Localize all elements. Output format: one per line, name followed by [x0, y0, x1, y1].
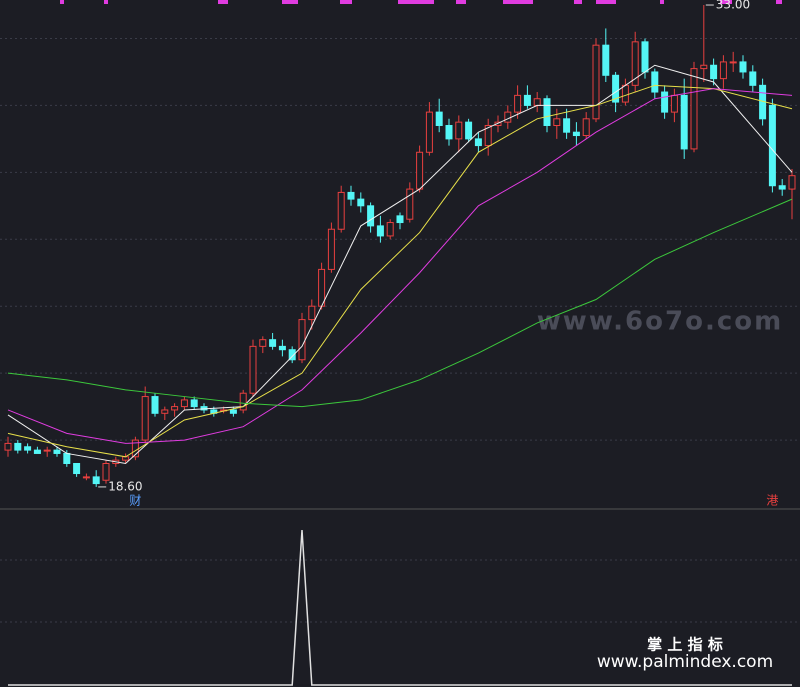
- candle-body: [719, 61, 727, 80]
- candle-body: [24, 446, 32, 451]
- ma-line: [7, 64, 793, 465]
- candle-body: [523, 94, 531, 106]
- candle-body: [357, 198, 365, 207]
- candle-body: [396, 215, 404, 224]
- candle-body: [739, 61, 747, 73]
- candle-body: [690, 68, 698, 150]
- candle-body: [533, 98, 541, 106]
- candle-body: [710, 64, 718, 80]
- candle-body: [641, 41, 649, 73]
- candle-body: [171, 406, 179, 411]
- candle-body: [768, 104, 776, 187]
- signal-marks: [60, 0, 782, 4]
- candle-body: [416, 151, 424, 190]
- candle-body: [445, 124, 453, 140]
- candle-body: [239, 392, 247, 411]
- candle-body: [386, 222, 394, 237]
- candle-body: [631, 41, 639, 86]
- candle-body: [553, 118, 561, 126]
- candle-body: [612, 74, 620, 103]
- annotation: 18.60: [108, 479, 142, 493]
- candle-body: [141, 396, 149, 441]
- ma-line: [7, 88, 793, 444]
- candle-body: [504, 111, 512, 123]
- candle-body: [288, 349, 296, 361]
- candle-body: [278, 345, 286, 351]
- annotation: 33.00: [716, 0, 750, 12]
- candle-body: [484, 124, 492, 147]
- candle-body: [229, 409, 237, 414]
- candle-body: [249, 345, 257, 394]
- indicator-line: [8, 529, 792, 686]
- candle-body: [269, 339, 277, 347]
- candle-body: [543, 98, 551, 126]
- candle-body: [63, 452, 71, 464]
- candle-body: [514, 94, 522, 113]
- candle-body: [180, 399, 188, 408]
- candle-body: [592, 44, 600, 120]
- watermark: www.6o7o.com: [537, 307, 783, 337]
- candle-body: [318, 268, 326, 307]
- candle-body: [700, 64, 708, 70]
- candle-body: [474, 138, 482, 147]
- candle-body: [602, 44, 610, 76]
- candle-body: [33, 449, 41, 454]
- candle-body: [563, 118, 571, 133]
- candle-body: [327, 228, 335, 270]
- candle-body: [749, 71, 757, 86]
- candle-body: [376, 225, 384, 237]
- event-label: 财: [129, 494, 141, 508]
- candle-body: [788, 175, 796, 190]
- candle-body: [102, 462, 110, 481]
- candle-body: [465, 121, 473, 140]
- candle-body: [92, 476, 100, 485]
- candle-body: [337, 191, 345, 230]
- watermark: www.palmindex.com: [597, 652, 773, 672]
- ma-line: [7, 84, 793, 458]
- candle-body: [670, 94, 678, 113]
- candle-body: [680, 94, 688, 150]
- candle-body: [778, 185, 786, 190]
- candle-body: [259, 339, 267, 347]
- candle-body: [572, 131, 580, 137]
- candle-body: [161, 409, 169, 414]
- candle-body: [4, 442, 12, 451]
- candle-body: [367, 205, 375, 227]
- candle-body: [82, 476, 90, 479]
- candle-body: [621, 84, 629, 103]
- candle-body: [661, 91, 669, 113]
- candle-body: [347, 191, 355, 200]
- candle-body: [729, 61, 737, 64]
- candle-body: [425, 111, 433, 153]
- watermark: 掌 上 指 标: [647, 636, 723, 654]
- candle-body: [73, 462, 81, 475]
- candle-body: [151, 396, 159, 414]
- candle-body: [190, 399, 198, 408]
- candle-body: [582, 118, 590, 137]
- candle-body: [308, 305, 316, 321]
- candle-body: [406, 188, 414, 220]
- candle-body: [494, 121, 502, 126]
- candle-body: [298, 319, 306, 361]
- event-label: 港: [766, 494, 778, 508]
- candle-body: [455, 121, 463, 140]
- candle-body: [435, 111, 443, 126]
- ma-line: [7, 198, 793, 408]
- candle-body: [43, 449, 51, 452]
- candle-body: [53, 449, 61, 454]
- candle-body: [651, 71, 659, 93]
- candle-body: [14, 442, 22, 451]
